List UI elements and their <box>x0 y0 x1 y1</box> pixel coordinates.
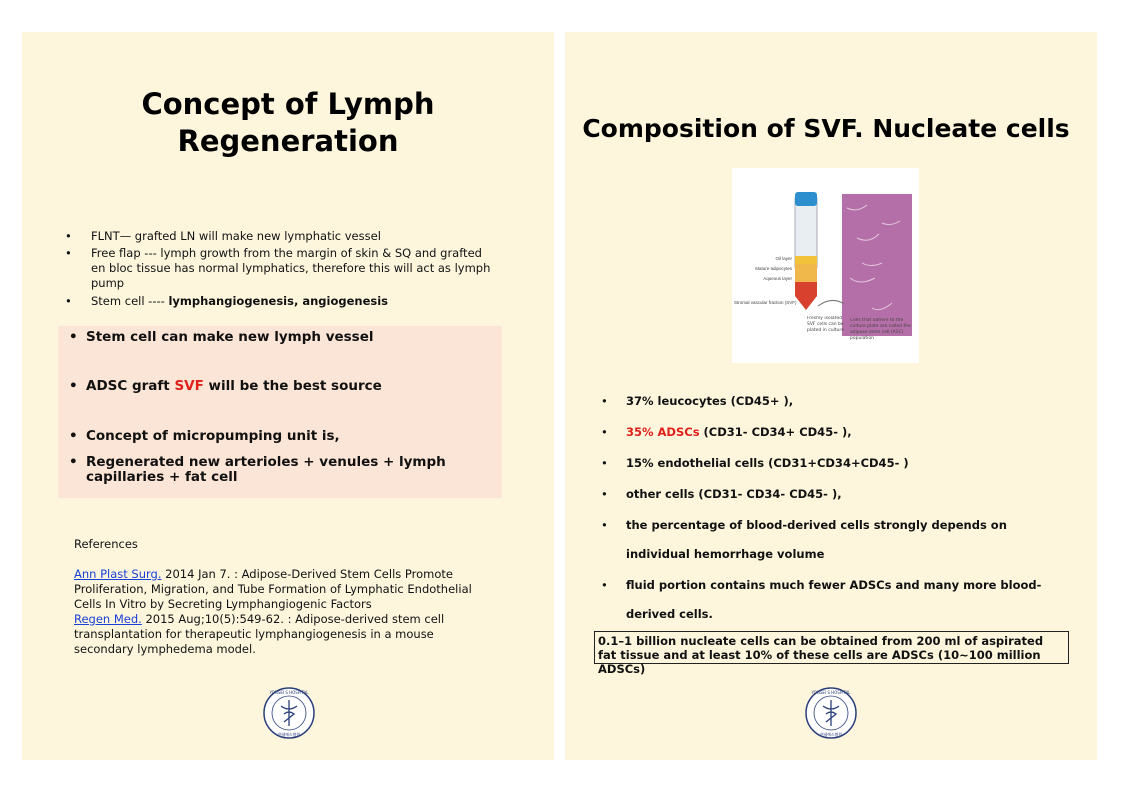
bullet: Free flap --- lymph growth from the marg… <box>65 246 491 291</box>
text: ADSC graft <box>86 378 175 394</box>
image-label: Cells that adhere to the culture plate a… <box>850 318 911 341</box>
bullet: FLNT— grafted LN will make new lymphatic… <box>65 229 491 244</box>
reference-text: 2015 Aug;10(5):549-62. : Adipose-derived… <box>74 612 445 656</box>
svf-figure: Oil layer Mature adipocytes Aqueous laye… <box>732 168 919 363</box>
title-line: Regeneration <box>177 124 399 158</box>
logo-text: YONSEI S HOSPITAL <box>268 690 309 695</box>
box-bullet: ADSC graft SVF will be the best source <box>69 378 486 395</box>
adipocyte-layer <box>795 264 817 282</box>
image-label: Stromal vascular fraction (SVF) <box>734 300 797 305</box>
right-title: Composition of SVF. Nucleate cells <box>582 114 1070 143</box>
reference-link[interactable]: Regen Med. <box>74 612 142 626</box>
logo-caduceus <box>280 700 298 726</box>
title-line: Concept of Lymph <box>141 87 435 121</box>
box-bullet: Regenerated new arterioles + venules + l… <box>69 455 486 485</box>
tube-cap <box>795 192 817 206</box>
bullet: 37% leucocytes (CD45+ ), <box>601 387 1056 416</box>
highlight-text: 35% ADSCs <box>626 425 700 439</box>
reference: Regen Med. 2015 Aug;10(5):549-62. : Adip… <box>74 612 494 657</box>
image-label: Oil layer <box>775 256 792 261</box>
logo-caduceus <box>822 700 840 726</box>
logo-inner-ring <box>271 695 307 731</box>
image-label: Freshly isolated SVF cells can be plated… <box>807 316 844 333</box>
bold-text: lymphangiogenesis, angiogenesis <box>168 294 389 308</box>
logo-inner-ring <box>813 695 849 731</box>
box-bullet: Concept of micropumping unit is, <box>69 429 486 445</box>
hospital-logo: YONSEI S HOSPITAL 연세에스병원 <box>805 687 857 739</box>
logo-text: 연세에스병원 <box>278 731 300 737</box>
cell-texture <box>846 204 901 311</box>
image-label: Mature adipocytes <box>755 266 793 271</box>
references: References Ann Plast Surg. 2014 Jan 7. :… <box>74 537 494 657</box>
aqueous-layer <box>795 282 817 310</box>
bullet: 15% endothelial cells (CD31+CD34+CD45- ) <box>601 449 1056 478</box>
bullet: other cells (CD31- CD34- CD45- ), <box>601 480 1056 509</box>
bullet: Stem cell ---- lymphangiogenesis, angiog… <box>65 294 491 309</box>
reference-link[interactable]: Ann Plast Surg. <box>74 567 162 581</box>
bullet: 35% ADSCs (CD31- CD34+ CD45- ), <box>601 418 1056 447</box>
reference-text: 2014 Jan 7. : Adipose-Derived Stem Cells… <box>74 567 472 611</box>
text: Stem cell ---- <box>91 294 169 308</box>
hospital-logo: YONSEI S HOSPITAL 연세에스병원 <box>263 687 315 739</box>
highlight-text: SVF <box>174 378 204 394</box>
reference: Ann Plast Surg. 2014 Jan 7. : Adipose-De… <box>74 567 494 612</box>
text: will be the best source <box>203 378 382 394</box>
box-bullet: Stem cell can make new lymph vessel <box>69 330 486 346</box>
references-heading: References <box>74 537 138 551</box>
oil-layer <box>795 256 817 264</box>
text: (CD31- CD34+ CD45- ), <box>699 425 852 439</box>
left-title: Concept of Lymph Regeneration <box>22 86 554 160</box>
bullet: fluid portion contains much fewer ADSCs … <box>601 571 1051 629</box>
logo-text: YONSEI S HOSPITAL <box>810 690 851 695</box>
image-label: Aqueous layer <box>763 276 792 281</box>
arrow <box>817 300 845 307</box>
bullet: the percentage of blood-derived cells st… <box>601 511 1031 569</box>
summary-box: 0.1–1 billion nucleate cells can be obta… <box>594 631 1069 676</box>
logo-text: 연세에스병원 <box>820 731 842 737</box>
